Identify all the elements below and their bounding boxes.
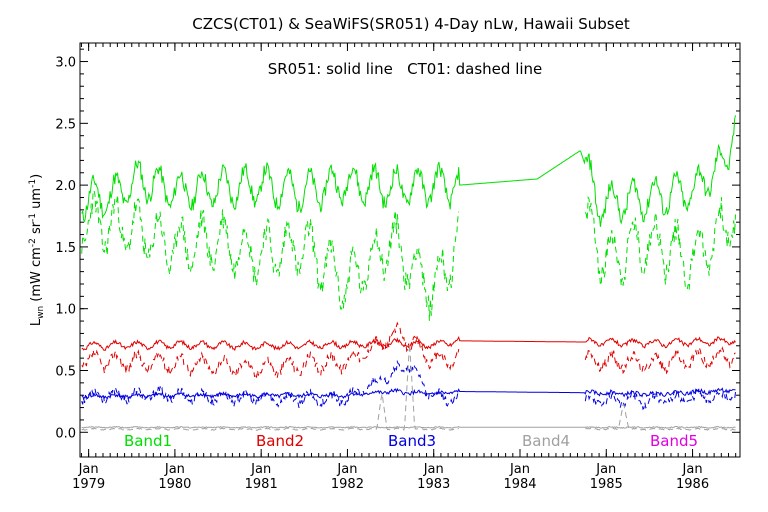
x-tick-label: 1986 — [676, 477, 709, 492]
series-line-band2-solid — [81, 335, 736, 352]
y-axis: 0.0 0.5 1.0 1.5 2.0 2.5 3.0 — [55, 48, 740, 441]
legend-band5: Band5 — [650, 432, 698, 450]
series-line-band4-solid — [81, 425, 736, 429]
x-tick-label: 1979 — [72, 477, 105, 492]
y-tick-label: 3.0 — [55, 56, 76, 71]
x-tick-month: Jan — [250, 462, 271, 477]
y-label-mid2: um — [29, 188, 44, 213]
y-label-sup3: -1 — [28, 179, 38, 188]
x-axis: Jan1979Jan1980Jan1981Jan1982Jan1983Jan19… — [72, 43, 737, 492]
y-tick-label: 2.0 — [55, 179, 76, 194]
x-tick-label: 1985 — [590, 477, 623, 492]
legend-band2: Band2 — [256, 432, 304, 450]
y-tick-label: 0.0 — [55, 426, 76, 441]
legend: Band1 Band2 Band3 Band4 Band5 — [124, 432, 698, 450]
y-label-mid1: sr — [29, 221, 44, 238]
chart-title: CZCS(CT01) & SeaWiFS(SR051) 4-Day nLw, H… — [192, 15, 630, 33]
y-tick-label: 0.5 — [55, 364, 76, 379]
line-style-annotation: SR051: solid line CT01: dashed line — [268, 60, 543, 78]
plot-frame — [79, 42, 741, 458]
y-tick-label: 1.5 — [55, 241, 76, 256]
series-line-band1-solid — [81, 115, 736, 227]
y-label-end: ) — [29, 174, 44, 179]
legend-band3: Band3 — [388, 432, 436, 450]
x-tick-month: Jan — [682, 462, 703, 477]
y-label-units: (mW cm — [29, 247, 44, 306]
legend-band4: Band4 — [522, 432, 570, 450]
x-tick-month: Jan — [595, 462, 616, 477]
x-tick-month: Jan — [509, 462, 530, 477]
y-label-sub: wn — [36, 306, 46, 319]
y-label-sup1: -2 — [28, 238, 38, 247]
x-tick-month: Jan — [423, 462, 444, 477]
y-axis-label: Lwn (mW cm-2 sr-1 um-1) — [28, 174, 46, 326]
series-group — [81, 115, 736, 431]
y-label-main: L — [29, 318, 44, 326]
series-line-band2-dashed — [81, 321, 736, 378]
x-tick-month: Jan — [78, 462, 99, 477]
y-tick-label: 2.5 — [55, 117, 76, 132]
x-tick-label: 1980 — [158, 477, 191, 492]
series-line-band1-dashed — [81, 189, 736, 321]
x-tick-label: 1984 — [503, 477, 536, 492]
legend-band1: Band1 — [124, 432, 172, 450]
x-tick-label: 1982 — [331, 477, 364, 492]
series-line-band3-solid — [81, 387, 736, 401]
x-tick-month: Jan — [336, 462, 357, 477]
y-label-sup2: -1 — [28, 213, 38, 222]
x-tick-month: Jan — [164, 462, 185, 477]
series-line-band4-dashed — [81, 343, 736, 431]
y-tick-label: 1.0 — [55, 303, 76, 318]
x-tick-label: 1981 — [245, 477, 278, 492]
x-tick-label: 1983 — [417, 477, 450, 492]
series-line-band3-dashed — [81, 359, 736, 411]
